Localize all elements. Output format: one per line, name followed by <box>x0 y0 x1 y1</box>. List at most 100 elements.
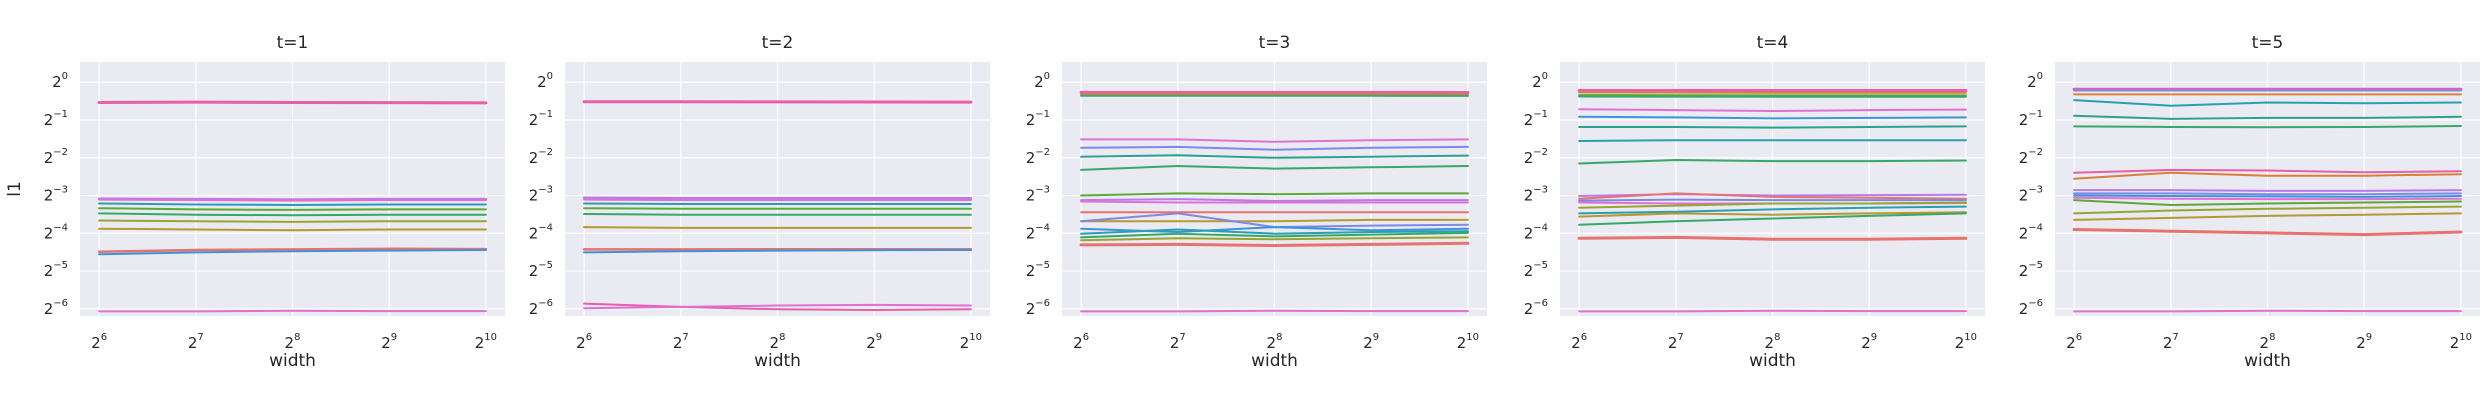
y-tick-label: 20 <box>1034 71 1050 91</box>
y-tick-label: 2−4 <box>1524 222 1548 242</box>
x-tick-label: 26 <box>576 332 592 352</box>
panel-title: t=4 <box>1757 33 1789 53</box>
series-line <box>98 212 487 217</box>
y-tick-label: 2−2 <box>44 147 68 167</box>
series-line <box>1080 138 1469 143</box>
x-tick-label: 29 <box>1861 332 1877 352</box>
panel-4: 26 27 28 29 210 20 2−1 2−2 2−3 2−4 2−5 2−6 t=4 width <box>1524 33 1985 371</box>
x-tick-label: 28 <box>770 332 786 352</box>
x-tick-label: 29 <box>381 332 397 352</box>
series-line <box>98 219 487 223</box>
series-line <box>2073 194 2462 198</box>
x-tick-label: 210 <box>1955 332 1977 352</box>
series-line <box>1578 159 1967 165</box>
y-tick-label: 20 <box>2027 71 2043 91</box>
x-tick-label: 28 <box>2260 332 2276 352</box>
series-line <box>583 207 972 210</box>
series-line <box>583 198 972 202</box>
y-tick-label: 20 <box>1532 71 1548 91</box>
y-tick-label: 2−5 <box>529 260 553 280</box>
panel-1: 26 27 28 29 210 20 2−1 2−2 2−3 2−4 2−5 2−6 t=1 width <box>44 33 505 371</box>
x-axis-label: width <box>1749 351 1796 371</box>
series-line <box>1578 205 1967 215</box>
x-tick-label: 210 <box>2450 332 2472 352</box>
y-tick-label: 2−3 <box>2019 185 2043 205</box>
x-tick-label: 28 <box>1765 332 1781 352</box>
x-tick-label: 210 <box>960 332 982 352</box>
x-tick-label: 27 <box>1170 332 1186 352</box>
series-line <box>1080 236 1469 242</box>
series-line <box>98 249 487 256</box>
y-tick-label: 2−6 <box>1524 298 1548 318</box>
panel-2: 26 27 28 29 210 20 2−1 2−2 2−3 2−4 2−5 2−6 t=2 width <box>529 33 990 371</box>
y-tick-label: 2−6 <box>2019 298 2043 318</box>
x-tick-label: 29 <box>866 332 882 352</box>
y-tick-label: 2−6 <box>44 298 68 318</box>
series-line <box>97 100 488 105</box>
series-line <box>583 249 972 254</box>
y-tick-label: 2−4 <box>1026 222 1050 242</box>
x-axis-label: width <box>1251 351 1298 371</box>
series-line <box>1080 200 1469 204</box>
y-tick-label: 2−6 <box>529 298 553 318</box>
series-line <box>1578 198 1967 202</box>
series-line <box>1080 154 1469 159</box>
panel-3: 26 27 28 29 210 20 2−1 2−2 2−3 2−4 2−5 2−6 t=3 width <box>1026 33 1487 371</box>
series-line <box>1578 192 1967 200</box>
x-tick-label: 29 <box>1363 332 1379 352</box>
series-line <box>1080 228 1469 235</box>
series-line <box>98 227 487 232</box>
panel-5: 26 27 28 29 210 20 2−1 2−2 2−3 2−4 2−5 2−6 t=5 width <box>2019 33 2480 371</box>
x-tick-label: 27 <box>188 332 204 352</box>
y-tick-label: 20 <box>52 71 68 91</box>
series-line <box>2073 171 2462 180</box>
series-line <box>1080 198 1469 202</box>
series-line <box>98 202 487 206</box>
y-tick-label: 2−3 <box>1026 185 1050 205</box>
x-tick-label: 210 <box>1457 332 1479 352</box>
y-tick-label: 2−5 <box>1524 260 1548 280</box>
series-line <box>2073 99 2462 107</box>
y-tick-label: 2−1 <box>529 109 553 129</box>
y-axis-label: l1 <box>5 181 25 197</box>
series-line <box>1578 115 1967 120</box>
y-tick-label: 2−1 <box>44 109 68 129</box>
series-line <box>2073 192 2462 196</box>
y-tick-label: 2−3 <box>529 185 553 205</box>
panel-title: t=3 <box>1259 33 1291 53</box>
series-line <box>2073 196 2462 201</box>
series-line <box>2073 212 2462 221</box>
series-line <box>1080 145 1469 151</box>
series-line <box>1578 125 1967 129</box>
series-line <box>1080 192 1469 197</box>
x-tick-label: 26 <box>91 332 107 352</box>
y-tick-label: 2−2 <box>529 147 553 167</box>
series-line <box>583 202 972 205</box>
series-line <box>1578 201 1967 209</box>
series-line <box>583 226 972 229</box>
series-line <box>1080 218 1469 223</box>
y-tick-label: 2−3 <box>1524 185 1548 205</box>
series-line <box>1080 165 1469 171</box>
panel-title: t=5 <box>2252 33 2284 53</box>
panel-title: t=2 <box>762 33 794 53</box>
series-line <box>98 309 487 313</box>
series-line <box>2073 309 2462 313</box>
y-tick-label: 2−5 <box>2019 260 2043 280</box>
series-line <box>2073 168 2462 174</box>
series-line <box>1577 235 1968 241</box>
x-tick-label: 28 <box>285 332 301 352</box>
y-tick-label: 2−5 <box>1026 260 1050 280</box>
series-line <box>1578 211 1967 218</box>
x-tick-label: 27 <box>2163 332 2179 352</box>
y-tick-label: 2−1 <box>1026 109 1050 129</box>
x-tick-label: 29 <box>2356 332 2372 352</box>
x-tick-label: 26 <box>1571 332 1587 352</box>
y-tick-label: 2−2 <box>1026 147 1050 167</box>
series-line <box>2073 199 2462 206</box>
x-tick-label: 27 <box>673 332 689 352</box>
y-tick-label: 2−4 <box>44 222 68 242</box>
series-line <box>2072 228 2463 237</box>
y-tick-label: 2−5 <box>44 260 68 280</box>
